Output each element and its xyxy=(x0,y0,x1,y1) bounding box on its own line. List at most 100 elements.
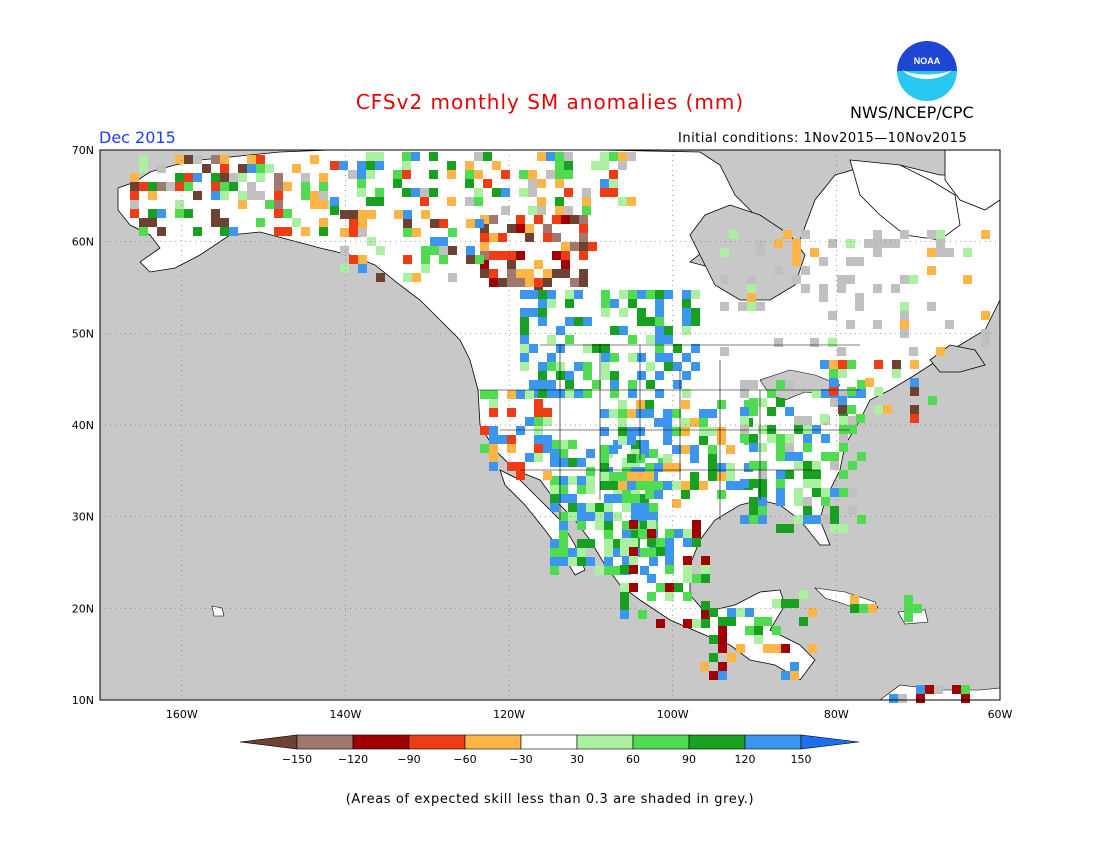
anomaly-cell xyxy=(586,449,595,458)
anomaly-cell xyxy=(663,481,672,490)
anomaly-cell xyxy=(859,604,868,613)
anomaly-cell xyxy=(646,317,655,326)
anomaly-cell xyxy=(801,266,810,275)
anomaly-cell xyxy=(927,230,936,239)
anomaly-cell xyxy=(927,266,936,275)
anomaly-cell xyxy=(555,170,564,179)
anomaly-cell xyxy=(620,565,629,574)
anomaly-cell xyxy=(357,161,366,170)
baffin-island xyxy=(849,159,961,241)
anomaly-cell xyxy=(480,215,489,224)
anomaly-cell xyxy=(448,273,457,282)
anomaly-cell xyxy=(857,452,866,461)
anomaly-cell xyxy=(708,463,717,472)
anomaly-cell xyxy=(756,239,765,248)
anomaly-cell xyxy=(274,200,283,209)
anomaly-cell xyxy=(821,452,830,461)
anomaly-cell xyxy=(592,344,601,353)
anomaly-cell xyxy=(910,378,919,387)
anomaly-cell xyxy=(247,182,256,191)
anomaly-cell xyxy=(618,472,627,481)
anomaly-cell xyxy=(516,224,525,233)
anomaly-cell xyxy=(622,458,631,467)
anomaly-cell xyxy=(848,506,857,515)
anomaly-cell xyxy=(402,188,411,197)
anomaly-cell xyxy=(256,191,265,200)
anomaly-cell xyxy=(349,219,358,228)
anomaly-cell xyxy=(945,248,954,257)
anomaly-cell xyxy=(672,409,681,418)
anomaly-cell xyxy=(665,529,674,538)
anomaly-cell xyxy=(375,197,384,206)
anomaly-cell xyxy=(936,239,945,248)
colorbar-label: −60 xyxy=(453,753,476,766)
anomaly-cell xyxy=(229,227,238,236)
anomaly-cell xyxy=(619,308,628,317)
anomaly-cell xyxy=(916,694,925,703)
anomaly-cell xyxy=(740,515,749,524)
anomaly-cell xyxy=(543,444,552,453)
anomaly-cell xyxy=(256,173,265,182)
anomaly-cell xyxy=(568,440,577,449)
anomaly-cell xyxy=(568,557,577,566)
anomaly-cell xyxy=(184,155,193,164)
anomaly-cell xyxy=(701,556,710,565)
anomaly-cell xyxy=(583,317,592,326)
anomaly-cell xyxy=(758,443,767,452)
anomaly-cell xyxy=(803,461,812,470)
anomaly-cell xyxy=(139,227,148,236)
anomaly-cell xyxy=(480,426,489,435)
anomaly-cell xyxy=(529,290,538,299)
anomaly-cell xyxy=(184,209,193,218)
anomaly-cell xyxy=(812,479,821,488)
anomaly-cell xyxy=(148,182,157,191)
anomaly-cell xyxy=(645,472,654,481)
anomaly-cell xyxy=(577,503,586,512)
anomaly-cell xyxy=(819,284,828,293)
anomaly-cell xyxy=(538,362,547,371)
anomaly-cell xyxy=(411,188,420,197)
anomaly-cell xyxy=(720,302,729,311)
anomaly-cell xyxy=(910,405,919,414)
anomaly-cell xyxy=(690,445,699,454)
anomaly-cell xyxy=(873,320,882,329)
anomaly-cell xyxy=(720,248,729,257)
anomaly-cell xyxy=(529,344,538,353)
anomaly-cell xyxy=(211,191,220,200)
anomaly-cell xyxy=(749,479,758,488)
anomaly-cell xyxy=(601,344,610,353)
anomaly-cell xyxy=(516,215,525,224)
anomaly-cell xyxy=(837,347,846,356)
anomaly-cell xyxy=(570,242,579,251)
anomaly-cell xyxy=(772,626,781,635)
anomaly-cell xyxy=(519,170,528,179)
anomaly-cell xyxy=(618,161,627,170)
anomaly-cell xyxy=(785,434,794,443)
anomaly-cell xyxy=(546,152,555,161)
anomaly-cell xyxy=(610,353,619,362)
anomaly-cell xyxy=(726,472,735,481)
anomaly-cell xyxy=(758,461,767,470)
anomaly-cell xyxy=(600,161,609,170)
anomaly-cell xyxy=(604,503,613,512)
anomaly-cell xyxy=(756,248,765,257)
anomaly-cell xyxy=(394,210,403,219)
anomaly-cell xyxy=(600,188,609,197)
anomaly-cell xyxy=(655,308,664,317)
map-frame xyxy=(99,149,1001,701)
anomaly-cell xyxy=(821,515,830,524)
anomaly-cell xyxy=(683,592,692,601)
anomaly-cell xyxy=(830,452,839,461)
anomaly-cell xyxy=(654,463,663,472)
anomaly-cell xyxy=(717,400,726,409)
anomaly-cell xyxy=(745,626,754,635)
anomaly-cell xyxy=(538,290,547,299)
anomaly-cell xyxy=(534,435,543,444)
anomaly-cell xyxy=(829,378,838,387)
anomaly-cell xyxy=(631,503,640,512)
anomaly-cell xyxy=(609,409,618,418)
anomaly-cell xyxy=(543,417,552,426)
anomaly-cell xyxy=(525,269,534,278)
anomaly-cell xyxy=(564,152,573,161)
anomaly-cell xyxy=(565,317,574,326)
